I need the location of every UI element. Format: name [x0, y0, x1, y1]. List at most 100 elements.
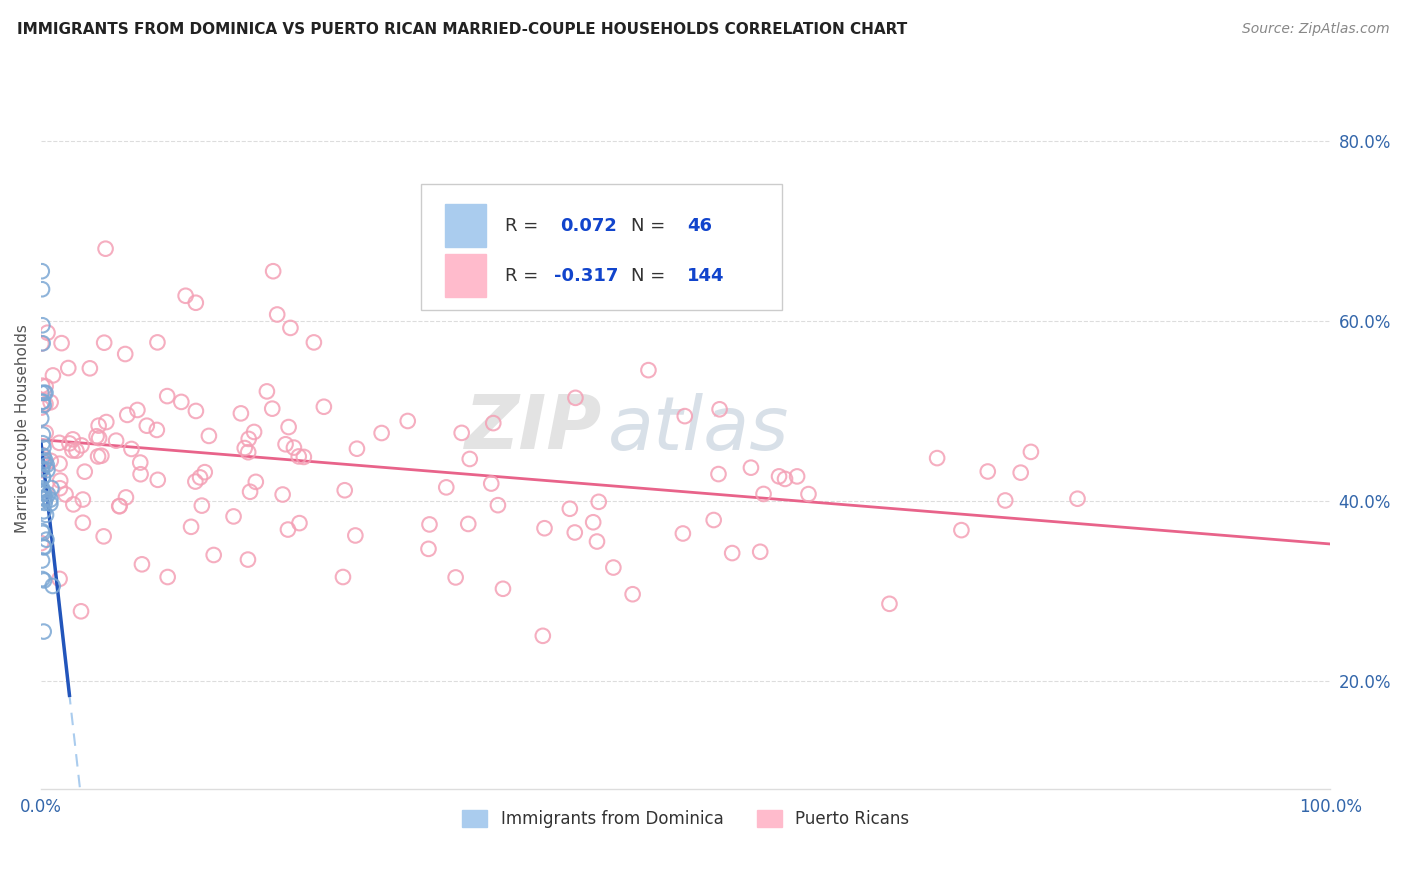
Point [86, 429, 108, 443]
Point [39, 492, 62, 507]
Point [927, 451, 949, 466]
Point [39, 497, 62, 511]
Point [48, 572, 70, 586]
Text: IMMIGRANTS FROM DOMINICA VS PUERTO RICAN MARRIED-COUPLE HOUSEHOLDS CORRELATION C: IMMIGRANTS FROM DOMINICA VS PUERTO RICAN… [17, 22, 907, 37]
Y-axis label: Married-couple Households: Married-couple Households [15, 325, 30, 533]
Point [72, 492, 94, 507]
Point [31, 524, 53, 538]
Point [48, 435, 70, 450]
Point [31, 436, 53, 450]
Point [450, 425, 472, 440]
Point [707, 467, 730, 481]
Point [238, 432, 260, 446]
Point [156, 570, 179, 584]
Point [184, 295, 207, 310]
Point [31, 318, 53, 333]
Point [1019, 445, 1042, 459]
Text: ZIP: ZIP [464, 392, 602, 466]
Point [239, 484, 262, 499]
Point [229, 406, 252, 420]
Point [31, 452, 53, 467]
Point [32, 470, 55, 484]
Text: R =: R = [505, 217, 544, 235]
Point [558, 501, 581, 516]
Point [94, 242, 117, 256]
Text: R =: R = [505, 267, 544, 285]
Point [34, 486, 56, 500]
Point [39, 395, 62, 409]
Point [582, 515, 605, 529]
Point [87, 450, 110, 464]
Point [146, 473, 169, 487]
Point [32, 385, 55, 400]
Point [108, 499, 131, 513]
Point [333, 483, 356, 498]
Point [879, 597, 901, 611]
Point [198, 429, 221, 443]
Point [950, 523, 973, 537]
Point [280, 321, 302, 335]
Point [55, 487, 77, 501]
Point [271, 487, 294, 501]
Point [312, 400, 335, 414]
Point [31, 572, 53, 586]
Point [114, 347, 136, 361]
Point [35, 508, 58, 522]
Point [786, 469, 808, 483]
Point [673, 409, 696, 423]
Legend: Immigrants from Dominica, Puerto Ricans: Immigrants from Dominica, Puerto Ricans [456, 804, 915, 835]
Point [277, 420, 299, 434]
Point [32, 525, 55, 540]
Point [588, 495, 610, 509]
Point [42, 368, 65, 383]
Point [31, 427, 53, 442]
Point [96, 415, 118, 429]
Point [31, 395, 53, 409]
Point [302, 335, 325, 350]
Point [34, 496, 56, 510]
Point [32, 574, 55, 588]
Point [188, 470, 211, 484]
Point [184, 475, 207, 489]
Point [709, 402, 731, 417]
Point [418, 541, 440, 556]
Text: N =: N = [631, 267, 672, 285]
Text: N =: N = [631, 217, 672, 235]
Point [70, 604, 93, 618]
Point [58, 361, 80, 376]
Point [768, 469, 790, 483]
Point [34, 379, 56, 393]
Point [31, 336, 53, 351]
Point [93, 529, 115, 543]
Point [458, 452, 481, 467]
Point [418, 517, 440, 532]
Point [288, 516, 311, 530]
Point [202, 548, 225, 562]
Point [135, 418, 157, 433]
Point [457, 516, 479, 531]
Point [41, 579, 63, 593]
Point [602, 560, 624, 574]
Point [31, 481, 53, 495]
Text: Source: ZipAtlas.com: Source: ZipAtlas.com [1241, 22, 1389, 37]
FancyBboxPatch shape [444, 204, 486, 246]
Point [170, 395, 193, 409]
Point [73, 465, 96, 479]
Point [156, 389, 179, 403]
Point [32, 540, 55, 554]
Point [30, 411, 52, 425]
Point [117, 408, 139, 422]
Point [30, 336, 52, 351]
Point [127, 403, 149, 417]
Point [262, 401, 284, 416]
Point [236, 552, 259, 566]
Point [120, 442, 142, 456]
Point [266, 308, 288, 322]
Point [564, 391, 586, 405]
Point [32, 470, 55, 484]
Point [287, 450, 309, 464]
Point [31, 553, 53, 567]
Point [245, 475, 267, 489]
Point [115, 491, 138, 505]
Point [977, 465, 1000, 479]
